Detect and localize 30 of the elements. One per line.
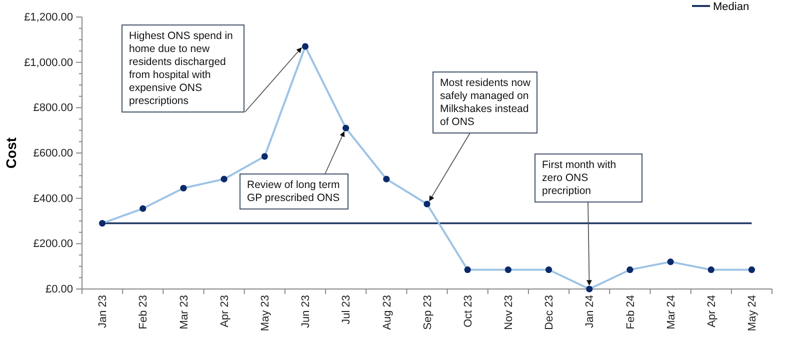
x-tick-label: Mar 23 (178, 295, 190, 330)
y-tick-label: £800.00 (33, 102, 73, 114)
y-axis-title: Cost (3, 137, 19, 169)
y-tick-label: £1,200.00 (24, 12, 73, 24)
annotation: Review of long term GP prescribed ONS (247, 179, 340, 204)
x-tick-label: Oct 23 (462, 295, 474, 328)
annotation: Most residents now safely managed on Milkshakes instead of ONS (440, 77, 531, 128)
x-tick-label: Feb 24 (624, 295, 637, 330)
annotation: First month with zero ONS precription (542, 159, 616, 197)
x-tick-label: Jan 23 (97, 295, 110, 328)
y-tick-label: £400.00 (33, 192, 73, 205)
y-tick-label: £0.00 (45, 284, 73, 296)
x-tick-label: Feb 23 (138, 295, 150, 330)
x-tick-label: May 24 (746, 295, 759, 332)
x-tick-label: Sep 23 (422, 295, 434, 330)
x-tick-label: Jan 24 (584, 295, 596, 328)
x-tick-label: Dec 23 (544, 295, 556, 330)
y-tick-label: £1,000.00 (24, 56, 73, 69)
y-tick-label: £200.00 (33, 238, 73, 250)
x-tick-label: Jul 23 (340, 295, 353, 324)
x-tick-label: Apr 24 (706, 295, 718, 328)
annotation: Highest ONS spend in home due to new residents discharged from hospital with expensive ONS prescriptions (129, 30, 234, 107)
x-tick-label: Aug 23 (381, 295, 394, 330)
x-tick-label: Nov 23 (503, 295, 516, 330)
x-tick-label: May 23 (259, 295, 272, 332)
legend-label: Median (713, 0, 750, 13)
y-tick-label: £600.00 (33, 148, 73, 160)
x-tick-label: Mar 24 (665, 295, 678, 330)
x-tick-label: Apr 23 (218, 295, 231, 328)
x-tick-label: Jun 23 (300, 295, 312, 328)
